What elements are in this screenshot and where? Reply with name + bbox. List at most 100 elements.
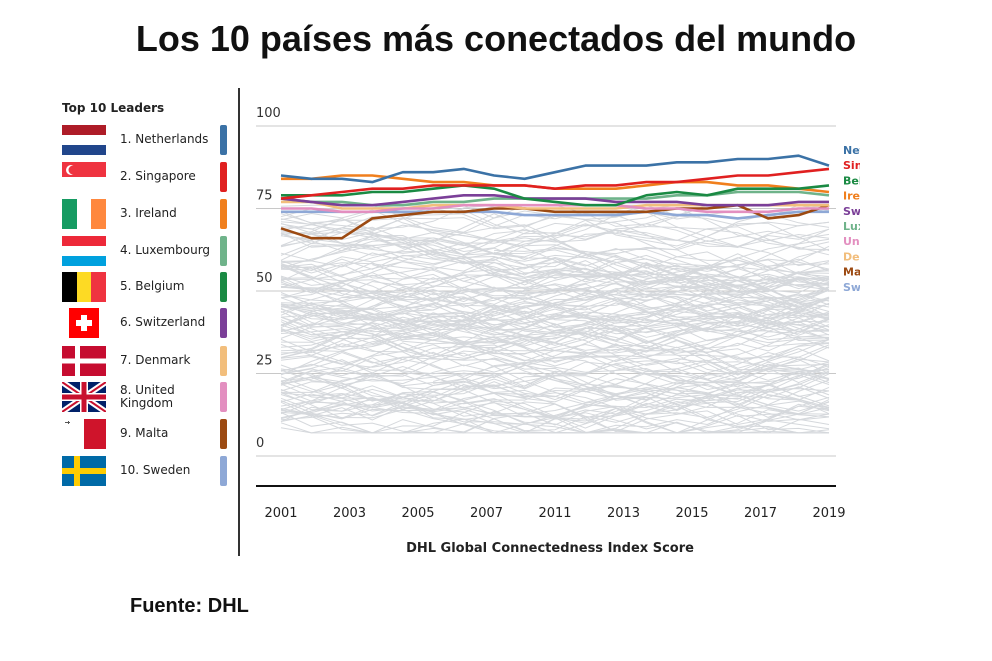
leader-color-swatch [220,346,227,376]
background-country-line [280,262,830,319]
background-country-line [311,326,830,394]
background-series [280,204,830,434]
background-country-line [280,364,830,434]
flag-singapore-icon [62,162,106,192]
y-tick-label: 75 [256,189,273,204]
background-country-line [280,306,830,336]
background-country-line [280,235,830,272]
background-country-line [280,232,830,291]
x-tick-label: 2003 [333,506,366,521]
page-title: Los 10 países más conectados del mundo [135,18,857,59]
leader-row: 3. Ireland [62,199,232,231]
background-country-line [280,302,830,359]
legend-label: Netherlands [843,144,860,157]
background-country-line [341,283,830,327]
y-tick-label: 50 [256,271,273,286]
background-country-line [280,248,830,348]
background-country-line [280,275,830,313]
background-country-line [280,385,830,417]
flag-belgium-icon [62,272,106,302]
background-country-line [280,316,830,397]
background-country-line [280,293,830,343]
x-tick-label: 2015 [675,506,708,521]
y-tick-label: 25 [256,354,273,369]
background-country-line [311,281,830,312]
background-country-line [280,213,830,247]
background-country-line [280,221,830,262]
leader-label: 10. Sweden [120,463,191,477]
flag-united-kingdom-icon [62,382,106,412]
background-country-line [280,338,830,426]
leader-label: 1. Netherlands [120,132,209,146]
leader-row: 9. Malta [62,419,232,451]
leader-row: 10. Sweden [62,456,232,488]
leader-row: 6. Switzerland [62,308,232,340]
leader-label: 6. Switzerland [120,315,206,329]
leader-label: 7. Denmark [120,353,191,367]
leader-row: 5. Belgium [62,272,232,304]
leader-color-swatch [220,382,227,412]
leader-color-swatch [220,272,227,302]
background-country-line [280,292,830,336]
background-country-line [280,343,830,407]
line-chart: 100 75 50 25 0 2001 2003 2005 2007 2011 2013 2015 20… [256,106,860,521]
background-country-line [280,305,830,354]
background-country-line [280,378,830,417]
flag-netherlands-icon [62,125,106,155]
x-tick-label: 2017 [744,506,777,521]
background-country-line [493,251,830,285]
source-note: Fuente: DHL [130,595,249,617]
background-country-line [280,259,830,305]
x-tick-label: 2001 [264,506,297,521]
legend-label: Singapore [843,159,860,172]
leader-color-swatch [220,162,227,192]
flag-switzerland-icon [69,308,99,338]
background-country-line [280,277,830,328]
background-country-line [280,254,830,307]
background-country-line [280,359,830,398]
background-country-line [280,328,830,368]
leader-color-swatch [220,199,227,229]
x-tick-label: 2011 [538,506,571,521]
background-country-line [372,331,830,398]
background-country-line [280,234,830,277]
leaders-title: Top 10 Leaders [62,101,165,115]
flag-malta-icon [62,419,106,449]
background-country-line [280,221,830,271]
leader-row: 4. Luxembourg [62,236,232,268]
leader-color-swatch [220,125,227,155]
background-country-line [280,351,830,389]
background-country-line [280,373,830,425]
background-country-line [280,381,830,426]
flag-sweden-icon [62,456,106,486]
background-country-line [280,260,830,288]
background-country-line [280,321,830,384]
background-country-line [433,378,829,434]
leader-color-swatch [220,456,227,486]
background-country-line [280,320,830,358]
flag-luxembourg-icon [62,236,106,266]
background-country-line [280,214,830,268]
x-axis-title: DHL Global Connectedness Index Score [406,541,694,556]
leader-row: 1. Netherlands [62,125,232,157]
series-line [280,194,829,207]
legend-label: United Kingdom [843,235,860,248]
leader-row: 7. Denmark [62,346,232,378]
leader-row: 2. Singapore [62,162,232,194]
flag-denmark-icon [62,346,106,376]
y-tick-label: 0 [256,436,264,451]
background-country-line [280,344,830,386]
x-tick-label: 2013 [607,506,640,521]
x-tick-label: 2007 [470,506,503,521]
leader-label: 4. Luxembourg [120,243,211,257]
series-line [280,167,830,200]
background-country-line [280,358,830,419]
leader-color-swatch [220,419,227,449]
legend-label: Sweden [843,281,860,294]
leader-label: 5. Belgium [120,279,185,293]
background-country-line [280,407,830,434]
y-tick-label: 100 [256,106,281,121]
leader-color-swatch [220,308,227,338]
leader-row: 8. United Kingdom [62,382,232,414]
legend-label: Luxembourg [843,220,860,233]
